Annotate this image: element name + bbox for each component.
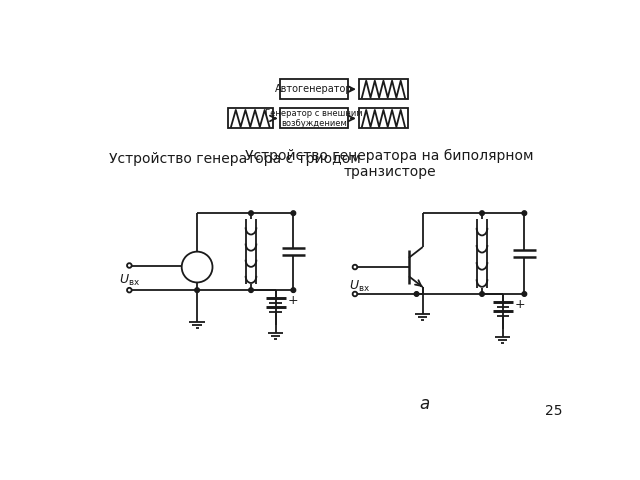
Circle shape — [480, 292, 484, 296]
Circle shape — [249, 288, 253, 292]
Text: +: + — [515, 298, 525, 311]
Text: a: a — [419, 395, 429, 413]
Text: 25: 25 — [545, 404, 563, 418]
Circle shape — [522, 292, 527, 296]
Circle shape — [249, 211, 253, 216]
Text: Автогенератор: Автогенератор — [275, 84, 353, 94]
Circle shape — [195, 288, 200, 292]
Circle shape — [291, 288, 296, 292]
Text: Устройство генератора с триодом: Устройство генератора с триодом — [109, 152, 360, 166]
Bar — [280, 79, 348, 99]
Text: $U_{\rm вх}$: $U_{\rm вх}$ — [118, 273, 140, 288]
Circle shape — [127, 288, 132, 292]
Circle shape — [291, 211, 296, 216]
Bar — [228, 108, 273, 129]
Circle shape — [353, 292, 357, 296]
Text: +: + — [288, 294, 299, 307]
Circle shape — [414, 292, 419, 296]
Text: Генератор с внешним
возбуждением: Генератор с внешним возбуждением — [266, 109, 363, 128]
Circle shape — [522, 211, 527, 216]
Bar — [359, 79, 408, 99]
Circle shape — [480, 211, 484, 216]
Bar — [280, 108, 348, 129]
Text: Устройство генератора на биполярном
транзисторе: Устройство генератора на биполярном тран… — [245, 148, 534, 179]
Circle shape — [353, 265, 357, 269]
Circle shape — [127, 263, 132, 268]
Bar — [359, 108, 408, 129]
Circle shape — [182, 252, 212, 282]
Text: $U_{\rm вх}$: $U_{\rm вх}$ — [349, 278, 370, 294]
